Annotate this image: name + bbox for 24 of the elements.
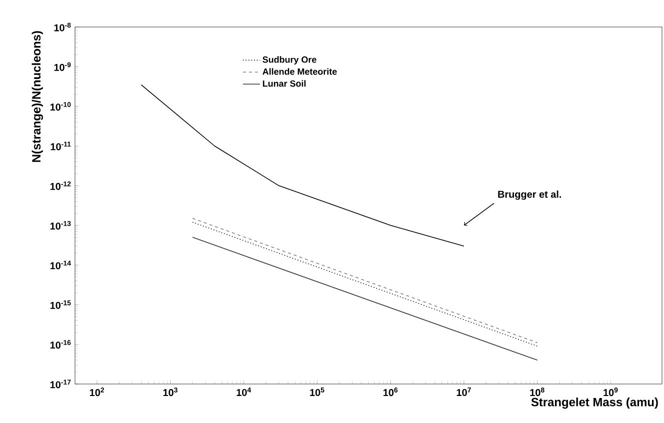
annotation: Brugger et al. <box>498 190 562 200</box>
y-tick-label: 10$^{-17}$ <box>50 380 71 388</box>
y-tick-label: 10$^{-9}$ <box>54 62 71 71</box>
y-tick-label: 10$^{-8}$ <box>54 22 71 32</box>
y-tick-label: 10$^{-15}$ <box>50 300 71 309</box>
y-axis-title: N(strange)/N(nucleons) <box>32 31 43 162</box>
x-tick-label: 10$^{5}$ <box>310 388 324 396</box>
y-tick-label: 10$^{-13}$ <box>50 221 71 230</box>
x-tick-label: 10$^{3}$ <box>163 388 178 396</box>
y-tick-label: 10$^{-14}$ <box>50 260 71 270</box>
y-tick-label: 10$^{-16}$ <box>50 340 71 349</box>
y-tick-label: 10$^{-11}$ <box>50 142 71 150</box>
x-tick-label: 10$^{6}$ <box>383 388 398 396</box>
x-tick-label: 10$^{9}$ <box>604 388 618 396</box>
y-tick-label: 10$^{-12}$ <box>50 181 71 190</box>
x-tick-label: 10$^{7}$ <box>456 388 471 396</box>
legend-label: Allende Meteorite <box>262 68 337 75</box>
x-tick-label: 10$^{4}$ <box>236 388 252 396</box>
y-tick-label: 10$^{-10}$ <box>50 102 71 111</box>
legend-label: Lunar Soil <box>262 80 306 87</box>
legend-label: Sudbury Ore <box>262 56 316 65</box>
x-tick-label: 10$^{8}$ <box>530 388 544 396</box>
x-axis-title: Strangelet Mass (amu) <box>531 398 658 409</box>
x-tick-label: 10$^{2}$ <box>90 388 104 396</box>
